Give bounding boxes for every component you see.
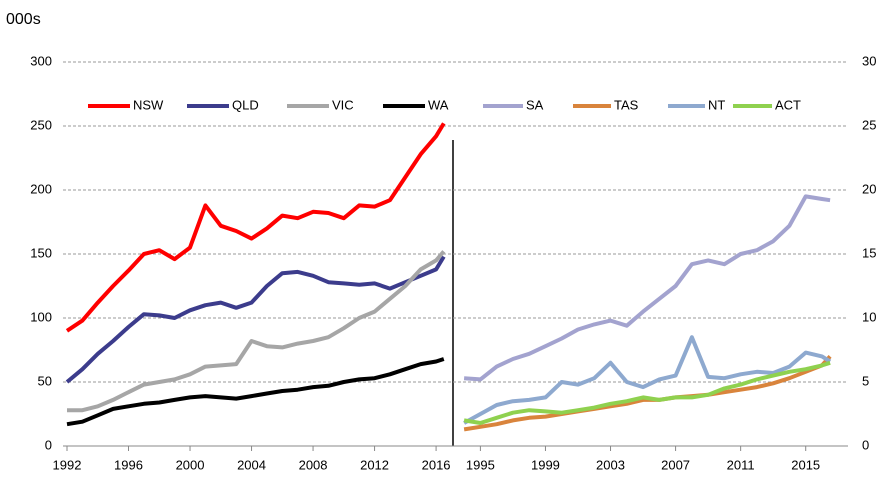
legend-label: WA xyxy=(428,97,449,112)
x-tick-label: 2003 xyxy=(596,457,625,472)
y-tick-label: 250 xyxy=(30,117,52,132)
legend-label: QLD xyxy=(232,97,259,112)
y-unit-label: 000s xyxy=(6,11,41,28)
y-tick-label: 100 xyxy=(30,309,52,324)
x-tick-label: 2008 xyxy=(299,457,328,472)
x-tick-label: 1996 xyxy=(114,457,143,472)
legend-label: VIC xyxy=(332,97,354,112)
legend-label: NSW xyxy=(133,97,164,112)
y-tick-label: 15 xyxy=(862,245,876,260)
series-line xyxy=(65,122,446,333)
x-tick-label: 2004 xyxy=(237,457,266,472)
legend-label: TAS xyxy=(614,97,639,112)
series-line xyxy=(463,360,831,425)
y-tick-label: 25 xyxy=(862,117,876,132)
x-tick-label: 1992 xyxy=(53,457,82,472)
y-tick-label: 150 xyxy=(30,245,52,260)
y-tick-label: 300 xyxy=(30,53,52,68)
y-tick-label: 0 xyxy=(45,437,52,452)
series-line xyxy=(463,194,831,382)
y-tick-label: 20 xyxy=(862,181,876,196)
y-tick-label: 50 xyxy=(38,373,52,388)
x-tick-label: 2016 xyxy=(422,457,451,472)
y-tick-label: 200 xyxy=(30,181,52,196)
series-line xyxy=(65,255,446,384)
legend-label: SA xyxy=(526,97,544,112)
legend-label: NT xyxy=(708,97,725,112)
y-tick-label: 5 xyxy=(862,373,869,388)
series-line xyxy=(67,250,446,413)
y-tick-label: 10 xyxy=(862,309,876,324)
x-tick-label: 2011 xyxy=(727,457,755,472)
x-tick-label: 2012 xyxy=(360,457,389,472)
series-line xyxy=(463,335,832,425)
x-tick-label: 1995 xyxy=(466,457,495,472)
x-tick-label: 1999 xyxy=(531,457,560,472)
x-tick-label: 2000 xyxy=(176,457,205,472)
legend-label: ACT xyxy=(775,97,801,112)
y-tick-label: 0 xyxy=(862,437,869,452)
series-line xyxy=(66,357,445,427)
x-tick-label: 2015 xyxy=(791,457,820,472)
series-line xyxy=(463,355,832,432)
y-tick-label: 30 xyxy=(862,53,876,68)
x-tick-label: 2007 xyxy=(661,457,690,472)
